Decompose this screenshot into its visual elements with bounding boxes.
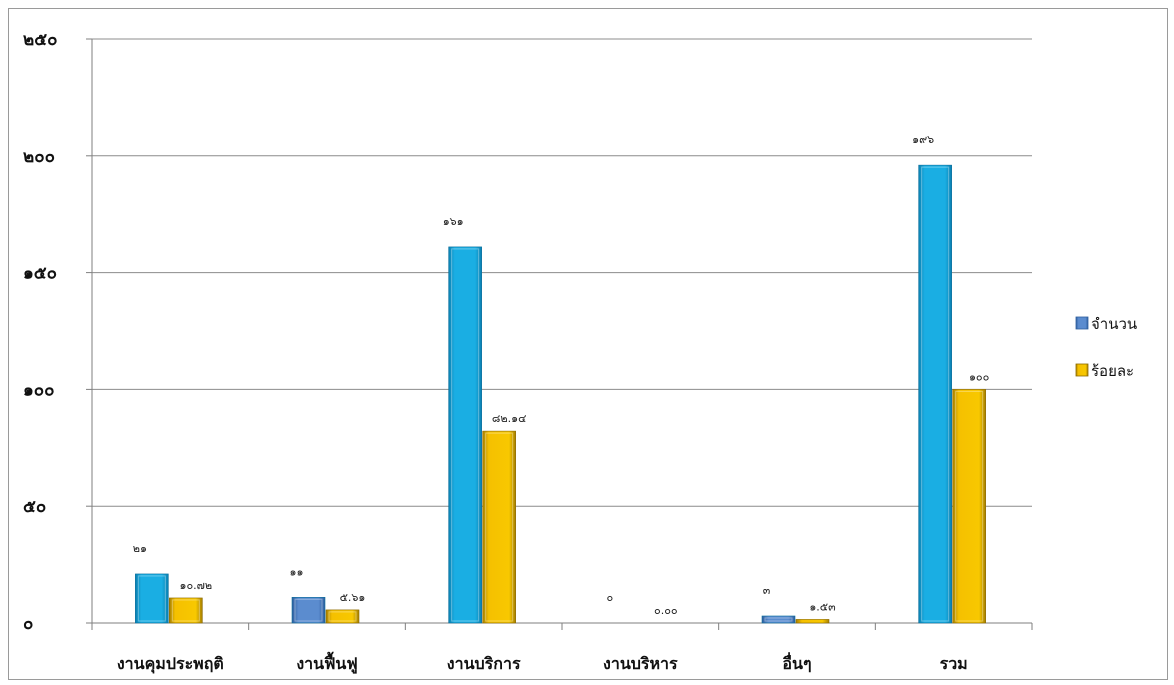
data-label: ๑๖๑ [443, 215, 464, 228]
bar-bevel [485, 432, 514, 622]
bar [952, 389, 986, 624]
bar-bevel [328, 611, 357, 622]
x-tick-label: งานฟื้นฟู [296, 651, 357, 675]
data-label: ๘๒.๑๔ [492, 412, 527, 425]
x-tick-label: งานบริการ [447, 654, 521, 673]
x-tick-label: รวม [940, 654, 968, 673]
gridlines [92, 38, 1032, 507]
bar-bevel [955, 390, 984, 622]
bar [169, 597, 203, 624]
x-tick-label: งานบริหาร [603, 654, 678, 673]
bar [761, 615, 796, 624]
data-label: ๑๙๖ [912, 133, 934, 146]
data-label: ๐.๐๐ [654, 604, 678, 617]
data-label: ๑.๕๓ [809, 600, 835, 613]
bar-bevel [921, 166, 950, 622]
bar [482, 430, 516, 624]
y-tick-label: ๒๐๐ [23, 147, 55, 167]
data-label: ๒๑ [133, 542, 147, 555]
bar [135, 573, 169, 624]
bar-bevel [171, 599, 200, 622]
bar [291, 597, 326, 624]
legend-label: ร้อยละ [1091, 362, 1134, 380]
bar-bevel [451, 248, 480, 622]
legend-swatch [1075, 316, 1089, 330]
bar [325, 609, 360, 624]
data-label: ๐ [606, 591, 613, 604]
y-tick-label: ๕๐ [23, 497, 46, 517]
data-label: ๑๐๐ [969, 370, 989, 383]
bar [795, 619, 830, 624]
bar-bevel [137, 575, 166, 622]
data-label: ๑๑ [290, 565, 304, 578]
bar [918, 164, 952, 624]
legend-swatch [1075, 363, 1089, 377]
data-label: ๓ [763, 584, 771, 597]
data-label: ๕.๖๑ [340, 591, 366, 604]
y-tick-label: ๑๕๐ [23, 264, 57, 284]
y-tick-label: ๐ [23, 614, 33, 634]
x-tick-label: อื่นๆ [782, 652, 812, 673]
y-tick-label: ๒๕๐ [23, 30, 57, 50]
bars [135, 164, 986, 624]
x-tick-label: งานคุมประพฤติ [117, 654, 224, 674]
data-label: ๑๐.๗๒ [179, 579, 212, 592]
bar [448, 246, 482, 624]
bar-bevel [294, 598, 323, 622]
y-tick-label: ๑๐๐ [23, 380, 55, 400]
bar-bevel [764, 617, 793, 622]
legend-label: จำนวน [1091, 315, 1137, 333]
